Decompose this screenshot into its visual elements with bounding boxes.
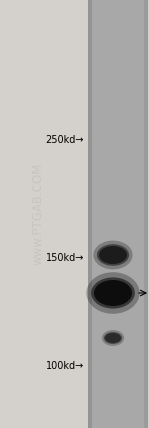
Text: www.PTGAB.COM: www.PTGAB.COM [32,163,45,265]
Ellipse shape [93,241,133,269]
Ellipse shape [94,280,132,306]
Ellipse shape [99,246,127,264]
Ellipse shape [91,277,135,309]
Text: 250kd→: 250kd→ [45,135,84,145]
Text: 150kd→: 150kd→ [46,253,84,263]
Ellipse shape [102,330,124,346]
Ellipse shape [86,272,140,314]
Ellipse shape [104,332,122,344]
Bar [144,0,148,428]
Bar [88,0,92,428]
Ellipse shape [105,333,121,343]
Text: 100kd→: 100kd→ [46,361,84,371]
Ellipse shape [97,244,129,266]
Bar [88,0,148,428]
